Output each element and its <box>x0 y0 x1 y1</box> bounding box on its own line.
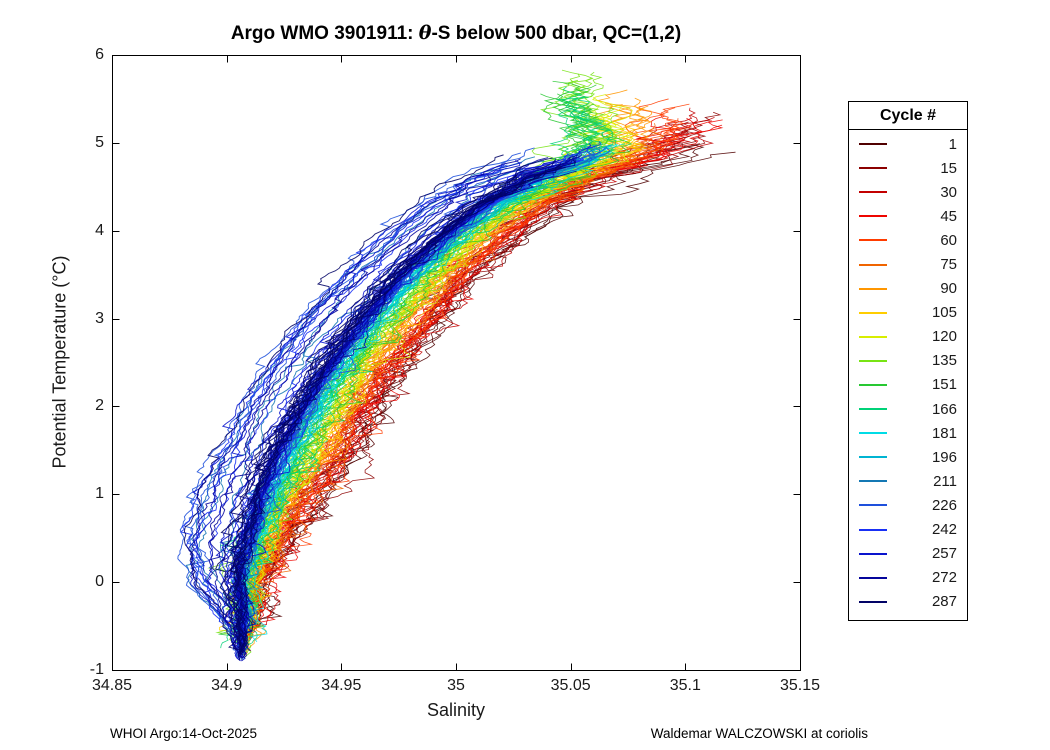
x-tick-label: 35.1 <box>669 677 701 694</box>
y-axis-label: Potential Temperature (°C) <box>49 255 70 469</box>
legend-cycle-number: 15 <box>940 159 957 177</box>
legend-row: 151 <box>849 373 967 397</box>
legend-row: 60 <box>849 228 967 252</box>
legend: Cycle # 1 15 30 45 60 75 90 105 120 135 151 166 181 1… <box>848 101 968 621</box>
legend-cycle-number: 75 <box>940 256 957 274</box>
legend-line-sample <box>859 528 887 531</box>
legend-row: 211 <box>849 469 967 493</box>
legend-row: 181 <box>849 421 967 445</box>
chart-title-prefix: Argo WMO 3901911: <box>230 23 419 44</box>
legend-cycle-number: 287 <box>931 593 957 611</box>
legend-row: 196 <box>849 445 967 469</box>
legend-cycle-number: 181 <box>931 424 957 442</box>
x-tick-label: 34.85 <box>91 677 133 694</box>
footer-right-text: Waldemar WALCZOWSKI at coriolis <box>650 726 868 741</box>
legend-cycle-number: 226 <box>931 496 957 514</box>
legend-line-sample <box>859 239 887 242</box>
y-tick-label: 5 <box>95 133 104 151</box>
legend-cycle-number: 45 <box>940 207 957 225</box>
legend-line-sample <box>859 432 887 435</box>
legend-line-sample <box>859 576 887 579</box>
legend-line-sample <box>859 600 887 603</box>
chart-title-suffix: -S below 500 dbar, QC=(1,2) <box>431 23 682 44</box>
y-tick-label: 0 <box>95 573 104 591</box>
legend-cycle-number: 135 <box>931 352 957 370</box>
x-tick-label: 35.15 <box>779 677 821 694</box>
legend-cycle-number: 60 <box>940 231 957 249</box>
x-tick-label: 34.95 <box>321 677 362 694</box>
legend-row: 257 <box>849 542 967 566</box>
legend-row: 45 <box>849 204 967 228</box>
legend-cycle-number: 120 <box>931 328 957 346</box>
legend-line-sample <box>859 263 887 266</box>
chart-title: Argo WMO 3901911: θ-S below 500 dbar, QC… <box>100 22 812 45</box>
legend-cycle-number: 211 <box>933 472 957 490</box>
y-tick-label: 1 <box>95 485 104 503</box>
legend-line-sample <box>859 335 887 338</box>
legend-line-sample <box>859 359 887 362</box>
legend-cycle-number: 272 <box>931 569 957 587</box>
legend-cycle-number: 151 <box>931 376 957 394</box>
x-tick-label: 34.9 <box>211 677 243 694</box>
legend-row: 226 <box>849 493 967 517</box>
legend-line-sample <box>859 383 887 386</box>
legend-row: 90 <box>849 277 967 301</box>
x-tick-label: 35.05 <box>550 677 591 694</box>
y-tick-label: 2 <box>95 397 104 415</box>
legend-row: 120 <box>849 325 967 349</box>
legend-line-sample <box>859 552 887 555</box>
legend-line-sample <box>859 408 887 411</box>
legend-cycle-number: 242 <box>931 521 957 539</box>
legend-row: 15 <box>849 156 967 180</box>
legend-row: 272 <box>849 566 967 590</box>
legend-line-sample <box>859 287 887 290</box>
legend-title: Cycle # <box>849 102 967 130</box>
legend-cycle-number: 105 <box>931 304 957 322</box>
y-tick-label: 6 <box>95 46 104 63</box>
legend-cycle-number: 257 <box>931 545 957 563</box>
legend-line-sample <box>859 480 887 483</box>
legend-row: 1 <box>849 132 967 156</box>
legend-line-sample <box>859 191 887 194</box>
x-axis-label: Salinity <box>426 700 486 720</box>
legend-cycle-number: 30 <box>940 183 957 201</box>
legend-cycle-number: 1 <box>948 135 957 153</box>
legend-row: 287 <box>849 590 967 614</box>
legend-line-sample <box>859 167 887 170</box>
y-tick-label: 4 <box>95 221 104 239</box>
legend-row: 242 <box>849 518 967 542</box>
legend-rows: 1 15 30 45 60 75 90 105 120 135 151 166 181 196 211 226… <box>849 130 967 614</box>
legend-line-sample <box>859 311 887 314</box>
legend-row: 75 <box>849 252 967 276</box>
legend-line-sample <box>859 504 887 507</box>
y-tick-label: -1 <box>89 661 104 678</box>
legend-row: 30 <box>849 180 967 204</box>
legend-line-sample <box>859 456 887 459</box>
legend-row: 166 <box>849 397 967 421</box>
legend-line-sample <box>859 215 887 218</box>
x-tick-label: 35 <box>447 677 465 694</box>
footer-left-text: WHOI Argo:14-Oct-2025 <box>110 726 258 741</box>
legend-line-sample <box>859 143 887 146</box>
theta-symbol: θ <box>418 22 432 44</box>
legend-cycle-number: 166 <box>931 400 957 418</box>
legend-cycle-number: 90 <box>940 280 957 298</box>
y-tick-label: 3 <box>95 309 104 327</box>
legend-row: 105 <box>849 301 967 325</box>
legend-cycle-number: 196 <box>931 448 957 466</box>
legend-row: 135 <box>849 349 967 373</box>
